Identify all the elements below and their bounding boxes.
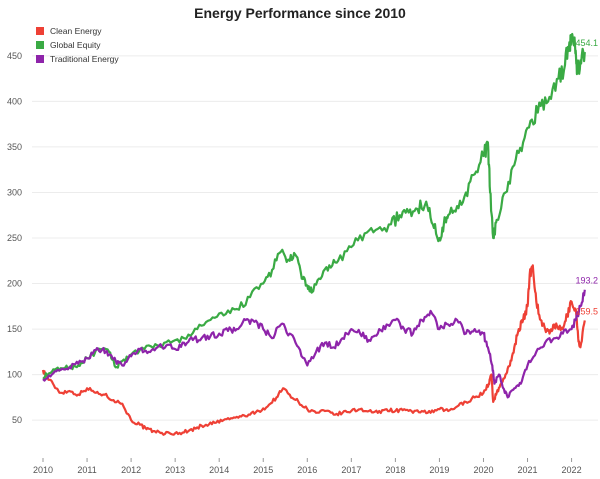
y-tick-label: 400 <box>7 96 22 106</box>
x-tick-label: 2021 <box>518 465 538 475</box>
x-tick-label: 2022 <box>562 465 582 475</box>
y-axis: 50 100 150 200 250 300 350 400 450 <box>7 51 22 425</box>
series-line-global-equity <box>42 32 586 380</box>
end-value-labels: 159.5 454.1 193.2 <box>576 38 599 316</box>
legend-item-traditional-energy: Traditional Energy <box>36 54 119 64</box>
legend-swatch-global-equity <box>36 41 44 49</box>
x-tick-label: 2020 <box>473 465 493 475</box>
x-tick-label: 2016 <box>297 465 317 475</box>
x-tick-label: 2019 <box>429 465 449 475</box>
end-label-traditional-energy: 193.2 <box>576 276 599 286</box>
series-lines <box>41 32 586 436</box>
x-tick-label: 2017 <box>341 465 361 475</box>
gridlines <box>32 55 598 421</box>
y-tick-label: 250 <box>7 233 22 243</box>
x-tick-label: 2018 <box>385 465 405 475</box>
chart-title: Energy Performance since 2010 <box>194 5 406 21</box>
y-tick-label: 100 <box>7 370 22 380</box>
y-tick-label: 300 <box>7 187 22 197</box>
legend-item-clean-energy: Clean Energy <box>36 26 102 36</box>
x-tick-label: 2012 <box>121 465 141 475</box>
series-line-clean-energy <box>41 264 586 436</box>
y-tick-label: 200 <box>7 279 22 289</box>
legend-label-traditional-energy: Traditional Energy <box>50 54 119 64</box>
legend-swatch-traditional-energy <box>36 55 44 63</box>
x-tick-label: 2010 <box>33 465 53 475</box>
x-tick-label: 2011 <box>77 465 96 475</box>
x-tick-label: 2014 <box>209 465 229 475</box>
x-tick-label: 2013 <box>165 465 185 475</box>
end-label-clean-energy: 159.5 <box>576 306 599 316</box>
x-axis: 2010 2011 2012 2013 2014 2015 2016 2017 2018 2019… <box>33 458 582 475</box>
legend-label-global-equity: Global Equity <box>50 40 101 50</box>
legend: Clean Energy Global Equity Traditional E… <box>36 26 119 64</box>
y-tick-label: 350 <box>7 142 22 152</box>
y-tick-label: 150 <box>7 324 22 334</box>
legend-item-global-equity: Global Equity <box>36 40 101 50</box>
series-line-traditional-energy <box>42 289 586 399</box>
legend-swatch-clean-energy <box>36 27 44 35</box>
legend-label-clean-energy: Clean Energy <box>50 26 102 36</box>
y-tick-label: 50 <box>12 415 22 425</box>
y-tick-label: 450 <box>7 51 22 61</box>
x-tick-label: 2015 <box>253 465 273 475</box>
end-label-global-equity: 454.1 <box>576 38 599 48</box>
